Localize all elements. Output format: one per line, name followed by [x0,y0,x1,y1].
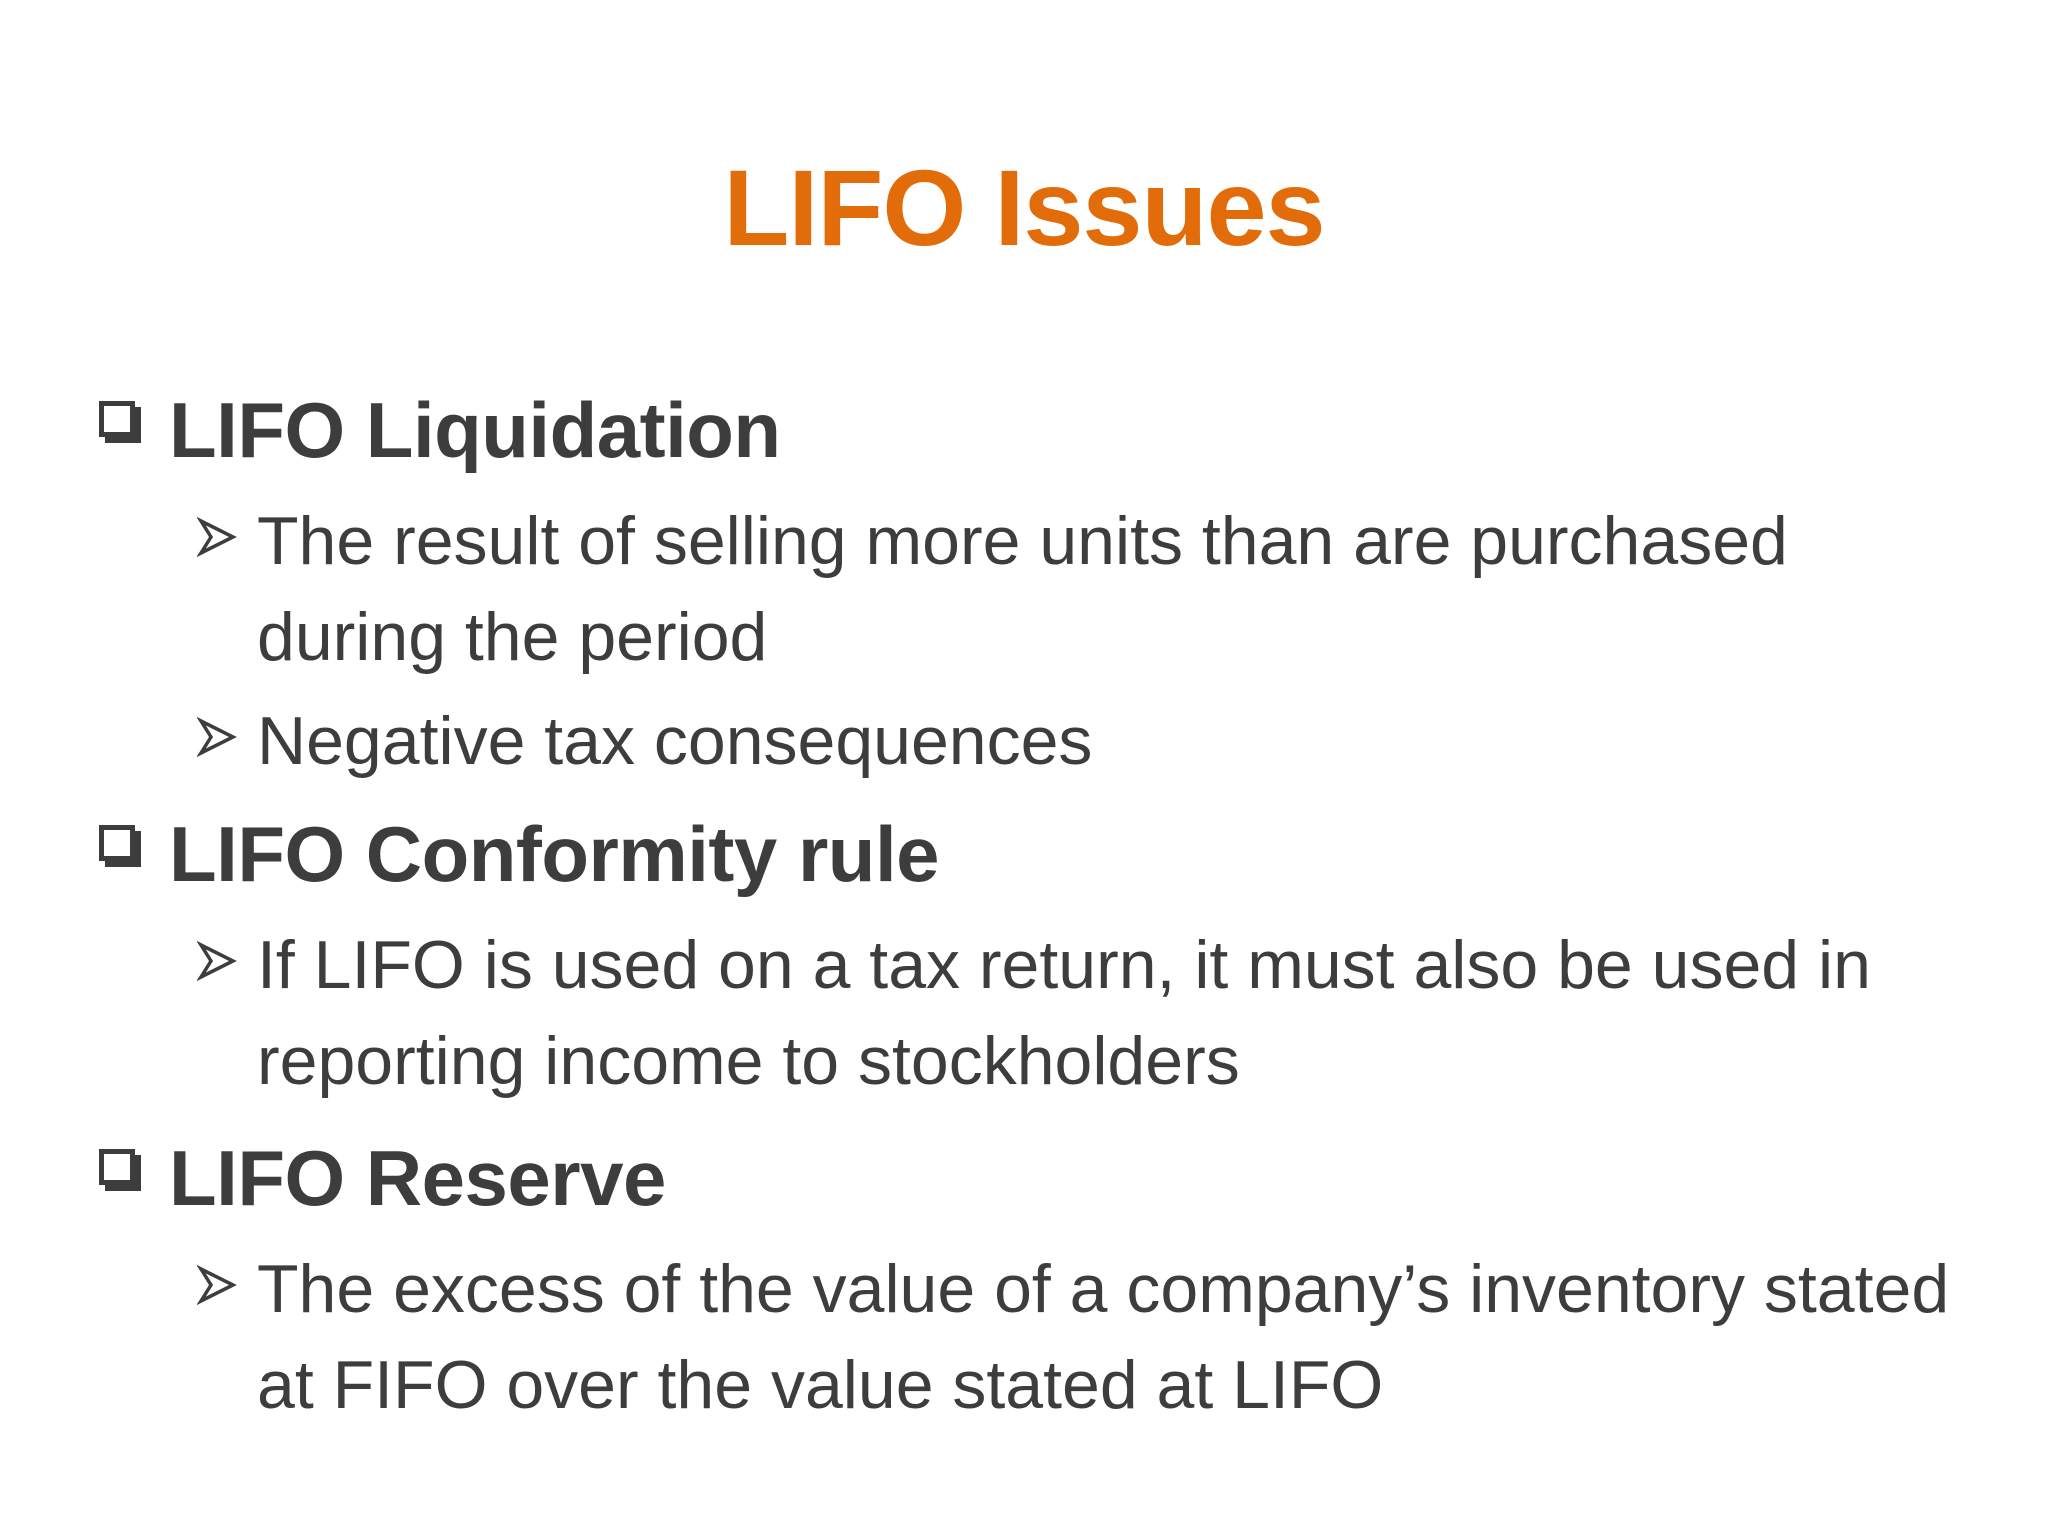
list-item-text: If LIFO is used on a tax return, it must… [257,927,1871,1099]
section-heading: LIFO Conformity rule [95,799,1995,909]
section-heading: LIFO Reserve [95,1123,1995,1233]
arrowhead-icon [197,1265,237,1305]
list-item-text: The result of selling more units than ar… [257,503,1788,675]
bullet-list: The result of selling more units than ar… [95,493,1995,789]
hollow-square-icon [99,1149,135,1185]
list-item: If LIFO is used on a tax return, it must… [95,917,1995,1109]
section-heading: LIFO Liquidation [95,375,1995,485]
bullet-list: The excess of the value of a company’s i… [95,1241,1995,1433]
list-item-text: The excess of the value of a company’s i… [257,1251,1950,1423]
slide-title: LIFO Issues [723,147,1325,268]
arrowhead-icon [197,717,237,757]
hollow-square-icon [99,401,135,437]
section-heading-text: LIFO Liquidation [169,386,781,474]
section-lifo-reserve: LIFO Reserve The excess of the value of … [95,1123,1995,1433]
section-lifo-conformity-rule: LIFO Conformity rule If LIFO is used on … [95,799,1995,1109]
section-lifo-liquidation: LIFO Liquidation The result of selling m… [95,375,1995,789]
hollow-square-icon [99,825,135,861]
section-heading-text: LIFO Reserve [169,1134,666,1222]
section-heading-text: LIFO Conformity rule [169,810,940,898]
slide-content: LIFO Liquidation The result of selling m… [95,375,1995,1433]
arrowhead-icon [197,941,237,981]
bullet-list: If LIFO is used on a tax return, it must… [95,917,1995,1109]
list-item: Negative tax consequences [95,693,1995,789]
list-item: The result of selling more units than ar… [95,493,1995,685]
list-item-text: Negative tax consequences [257,703,1093,779]
list-item: The excess of the value of a company’s i… [95,1241,1995,1433]
arrowhead-icon [197,517,237,557]
